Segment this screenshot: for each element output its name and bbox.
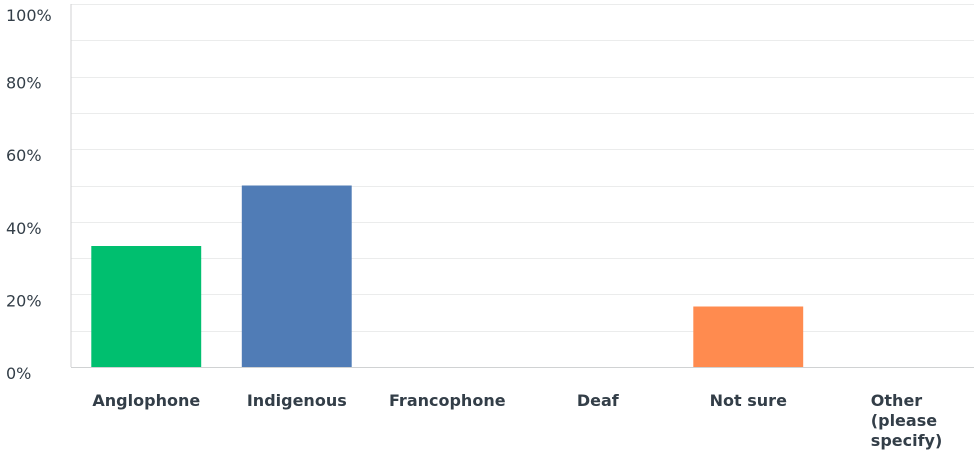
x-category-label: Deaf [577, 391, 620, 410]
y-axis-tick-labels: 0% 20% 40% 60% 80% 100% [6, 6, 52, 383]
x-category-label: Anglophone [92, 391, 200, 410]
bar [241, 185, 352, 367]
x-category-label: Other (please specify) [871, 391, 943, 450]
y-tick-label: 60% [6, 146, 42, 165]
x-category-label: Not sure [710, 391, 787, 410]
bar [693, 306, 804, 367]
y-tick-label: 80% [6, 74, 42, 93]
x-axis-category-labels: Anglophone Indigenous Francophone Deaf Not s… [92, 391, 942, 450]
y-tick-label: 20% [6, 291, 42, 310]
bar [91, 246, 202, 367]
y-tick-label: 100% [6, 6, 52, 25]
bars [91, 185, 804, 367]
x-category-label: Indigenous [247, 391, 347, 410]
grid-lines [71, 4, 974, 368]
y-tick-label: 0% [6, 364, 31, 383]
x-category-label: Francophone [389, 391, 506, 410]
y-tick-label: 40% [6, 219, 42, 238]
